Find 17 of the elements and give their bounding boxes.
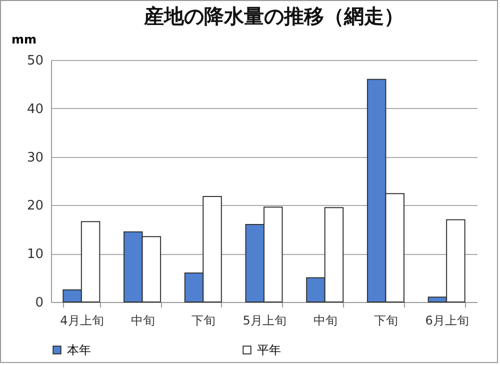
legend-label: 本年 xyxy=(67,343,91,357)
x-tick-label: 下旬 xyxy=(192,314,216,328)
x-tick-label: 下旬 xyxy=(374,314,398,328)
x-tick-label: 中旬 xyxy=(130,314,155,328)
chart-title: 産地の降水量の推移（網走） xyxy=(143,4,404,28)
x-tick-label: 中旬 xyxy=(313,314,338,328)
y-tick-label: 0 xyxy=(35,296,44,310)
y-tick-label: 40 xyxy=(26,102,44,117)
y-tick-label: 20 xyxy=(26,198,44,214)
y-tick-label: 10 xyxy=(26,247,44,262)
x-tick-label: 6月上旬 xyxy=(425,314,469,328)
x-tick-label: 4月上旬 xyxy=(60,314,104,328)
y-axis-title: mm xyxy=(12,32,37,46)
x-tick-label: 5月上旬 xyxy=(242,314,286,328)
y-tick-label: 50 xyxy=(26,54,44,68)
legend-label: 平年 xyxy=(257,343,281,357)
y-tick-label: 30 xyxy=(26,150,44,166)
